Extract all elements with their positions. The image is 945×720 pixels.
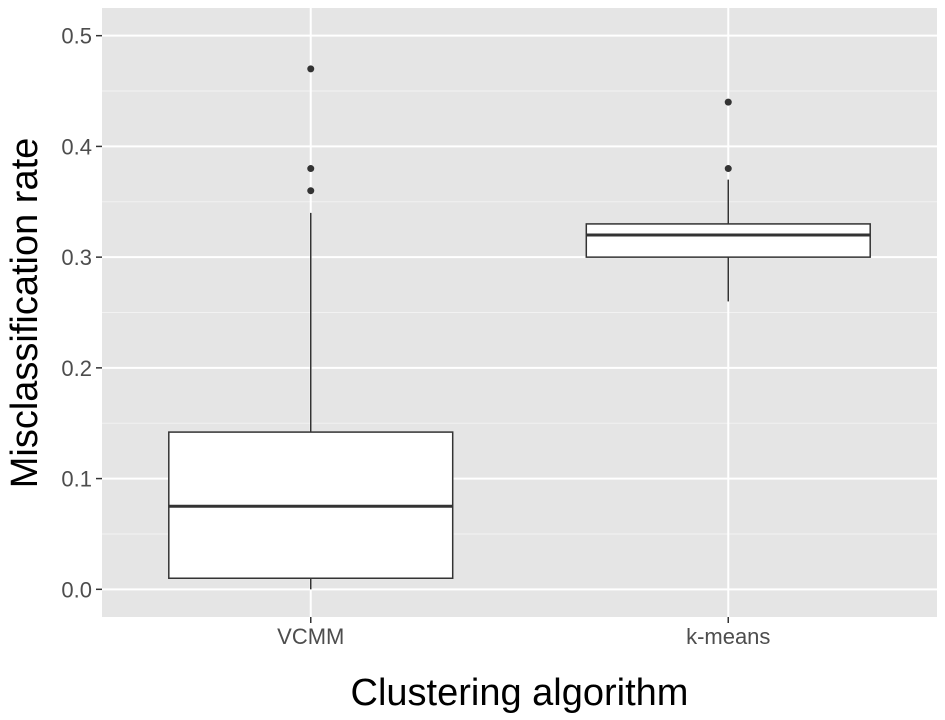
- x-axis: VCMM k-means: [277, 617, 770, 649]
- y-axis-title: Misclassification rate: [4, 138, 46, 489]
- box-vcmm: [168, 65, 454, 590]
- y-tick-label: 0.1: [61, 467, 92, 492]
- x-axis-title: Clustering algorithm: [351, 672, 689, 714]
- major-gridlines: [102, 8, 937, 617]
- y-axis: 0.0 0.1 0.2 0.3 0.4 0.5: [61, 24, 102, 602]
- y-tick-label: 0.3: [61, 245, 92, 270]
- outlier-point: [724, 165, 732, 173]
- outlier-point: [724, 98, 732, 106]
- y-tick-label: 0.5: [61, 24, 92, 49]
- box-iqr: [585, 223, 871, 258]
- outlier-point: [307, 165, 315, 173]
- outlier-point: [307, 65, 315, 73]
- x-tick-label: VCMM: [277, 624, 344, 649]
- box-k-means: [585, 98, 871, 302]
- x-tick-label: k-means: [686, 624, 770, 649]
- y-tick-label: 0.2: [61, 356, 92, 381]
- y-tick-label: 0.0: [61, 577, 92, 602]
- outlier-point: [307, 187, 315, 195]
- box-series: [168, 65, 871, 590]
- y-tick-label: 0.4: [61, 134, 92, 159]
